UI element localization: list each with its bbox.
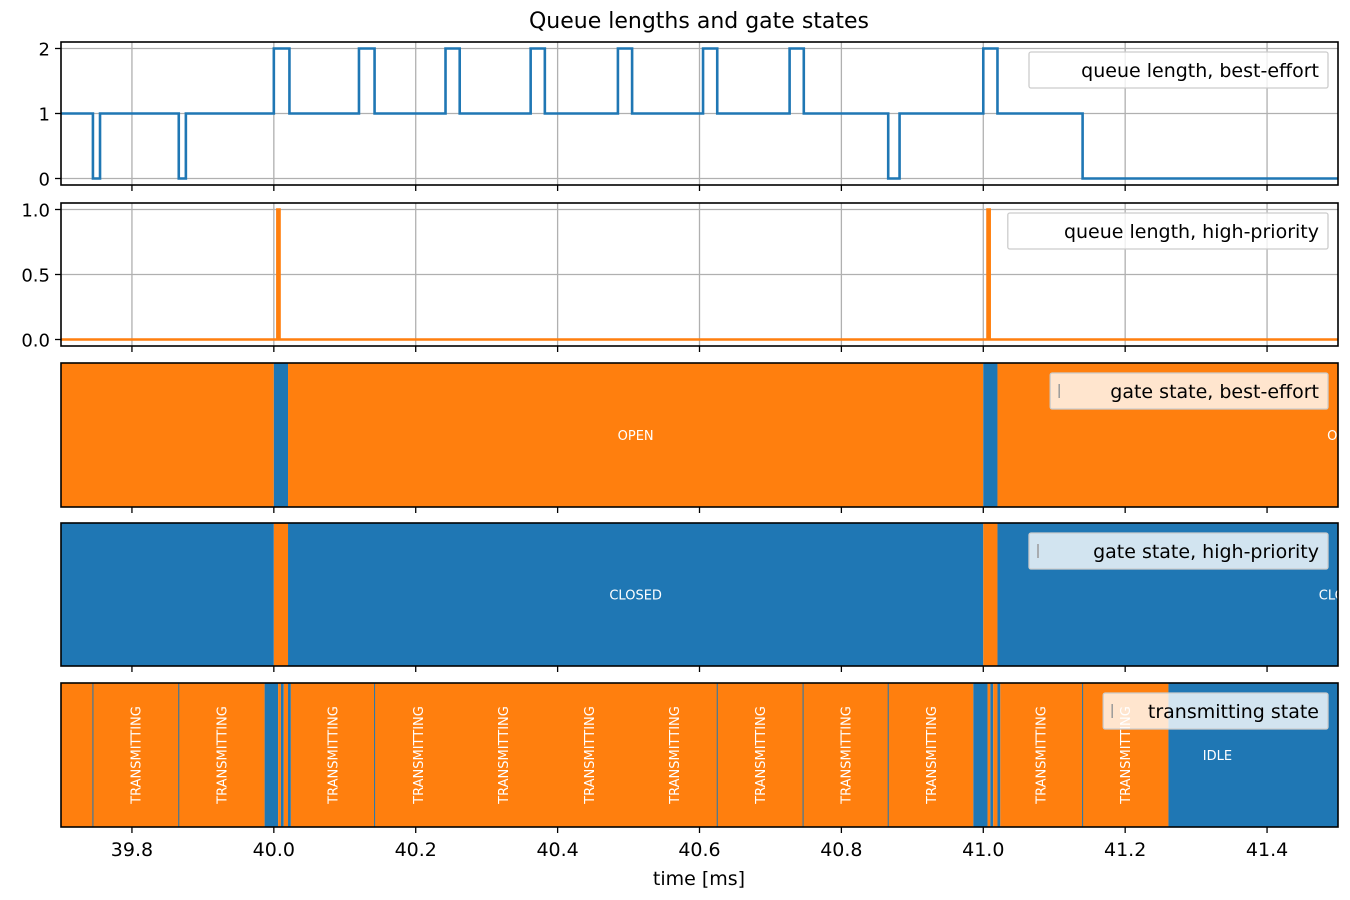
series-line [61, 208, 1338, 341]
legend-box [1049, 372, 1329, 410]
state-segment [264, 683, 279, 827]
state-segment [997, 683, 1001, 827]
panel-1: 0 1 2 queue length, best-effort [39, 40, 1339, 191]
state-segment [973, 683, 988, 827]
x-tick-label: 40.6 [678, 839, 720, 861]
y-tick-label: 0.0 [21, 331, 50, 352]
plot-area: TRANSMITTING TRANSMITTING TRANSMITTING TRAN… [61, 683, 1338, 827]
x-axis-label: time [ms] [653, 868, 745, 890]
state-segment [273, 523, 289, 666]
state-label: TRANSMITTING [668, 706, 683, 805]
legend-box [1028, 51, 1329, 89]
y-tick-label: 0 [39, 170, 50, 191]
state-label: IDLE [1203, 749, 1232, 764]
state-label: CLOSED [1319, 589, 1350, 604]
legend: transmitting state [1102, 692, 1329, 730]
y-tick-label: 1 [39, 105, 50, 126]
x-tick-label: 39.8 [111, 839, 153, 861]
state-label: OPEN [618, 429, 654, 444]
state-label: OPEN [1327, 429, 1350, 444]
panel-4: CLOSED CLOSED gate state, high-priority [60, 522, 1350, 672]
plot-area [61, 42, 1338, 185]
legend-label: queue length, best-effort [1081, 60, 1319, 82]
state-label: TRANSMITTING [840, 706, 855, 805]
state-segment [288, 363, 984, 507]
x-tick-label: 41.4 [1246, 839, 1288, 861]
state-segment [803, 683, 889, 827]
legend: queue length, high-priority [1007, 212, 1329, 250]
state-segment [61, 363, 274, 507]
state-segment [374, 683, 718, 827]
x-tick-label: 40.4 [536, 839, 578, 861]
state-segment [178, 683, 265, 827]
state-segment [61, 683, 93, 827]
state-segment [283, 683, 289, 827]
state-label: TRANSMITTING [327, 706, 342, 805]
y-tick-label: 0.5 [21, 266, 50, 287]
legend-box [1028, 532, 1329, 570]
state-segment [61, 523, 274, 666]
state-label: TRANSMITTING [583, 706, 598, 805]
panel-3: OPEN OPEN gate state, best-effort [60, 362, 1350, 513]
state-label: CLOSED [609, 589, 662, 604]
x-tick-label: 40.0 [253, 839, 295, 861]
state-segment [983, 363, 998, 507]
x-tick-label: 41.0 [962, 839, 1004, 861]
panels: 0 1 2 queue length, best-effort 0.0 0.5 1.0 que… [21, 40, 1350, 861]
state-segment [273, 363, 289, 507]
legend-box [1102, 692, 1329, 730]
state-label: TRANSMITTING [754, 706, 769, 805]
state-segment [278, 683, 281, 827]
state-label: TRANSMITTING [497, 706, 512, 805]
state-segment [92, 683, 179, 827]
state-segment [993, 683, 998, 827]
y-tick-label: 1.0 [21, 201, 50, 222]
panel-2: 0.0 0.5 1.0 queue length, high-priority [21, 201, 1339, 352]
plot-area [61, 203, 1338, 346]
x-tick-label: 40.8 [820, 839, 862, 861]
state-segment [717, 683, 804, 827]
state-label: TRANSMITTING [215, 706, 230, 805]
legend-box [1007, 212, 1329, 250]
legend-label: queue length, high-priority [1064, 221, 1319, 243]
legend-label: gate state, high-priority [1093, 541, 1319, 563]
legend: gate state, best-effort [1049, 372, 1329, 410]
legend-label: transmitting state [1148, 701, 1319, 723]
legend: queue length, best-effort [1028, 51, 1329, 89]
state-segment [288, 683, 291, 827]
figure-title: Queue lengths and gate states [529, 9, 869, 34]
state-segment [987, 683, 991, 827]
state-label: TRANSMITTING [1119, 706, 1134, 805]
state-label: TRANSMITTING [925, 706, 940, 805]
state-segment [888, 683, 974, 827]
legend-label: gate state, best-effort [1110, 381, 1319, 403]
state-segment [983, 523, 998, 666]
x-tick-label: 41.2 [1104, 839, 1146, 861]
state-segment [288, 523, 984, 666]
state-label: TRANSMITTING [1035, 706, 1050, 805]
state-label: TRANSMITTING [412, 706, 427, 805]
y-tick-label: 2 [39, 40, 50, 61]
state-label: TRANSMITTING [129, 706, 144, 805]
panel-5: TRANSMITTING TRANSMITTING TRANSMITTING TRAN… [60, 682, 1339, 833]
state-segment [1000, 683, 1083, 827]
state-segment [990, 683, 994, 827]
state-segment [290, 683, 375, 827]
legend: gate state, high-priority [1028, 532, 1329, 570]
series-line [61, 47, 1338, 180]
state-segment [280, 683, 284, 827]
x-tick-label: 40.2 [395, 839, 437, 861]
